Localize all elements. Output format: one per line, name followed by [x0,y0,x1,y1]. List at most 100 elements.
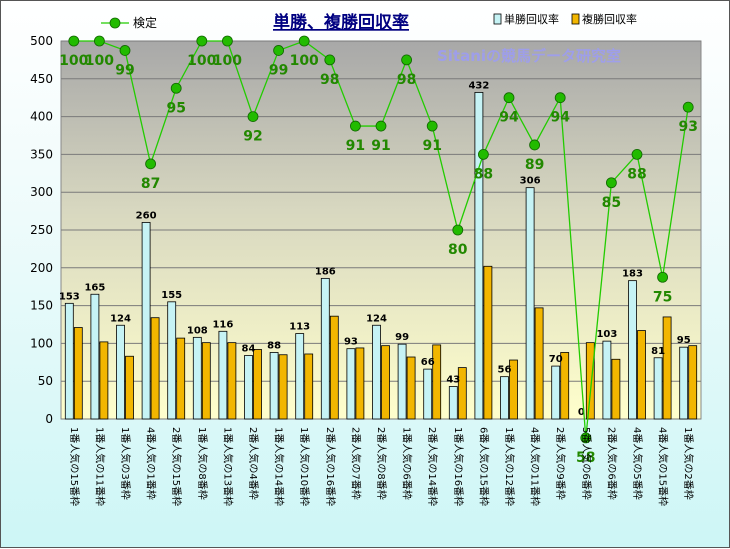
test-value-label: 100 [59,53,88,69]
test-value-label: 93 [678,119,697,135]
place-return-bar [176,337,186,420]
x-tick-label: 2番人気の7番枠 [349,427,362,500]
win-return-bar [295,333,305,420]
legend-point-swatch [109,17,121,29]
x-tick-label: 1番人気の3番枠 [119,427,132,500]
test-point [631,148,643,160]
place-return-bar [201,342,211,420]
place-return-bar [457,367,467,420]
test-point [221,35,233,47]
place-return-bar [611,358,621,420]
win-return-bar [602,340,612,420]
test-point [273,45,285,56]
test-value-label: 98 [397,72,416,88]
x-tick-label: 1番人気の14番枠 [273,427,286,506]
x-tick-label: 1番人気の12番枠 [503,427,516,506]
test-point [196,35,208,47]
y-tick-label: 400 [30,110,53,124]
test-value-label: 91 [346,138,365,154]
test-point [580,432,592,444]
x-tick-label: 2番人気の6番枠 [605,427,618,500]
win-return-bar [653,357,663,420]
win-return-bar [551,365,561,420]
y-tick-label: 300 [30,185,53,199]
place-return-bar [406,356,416,420]
win-return-value-label: 306 [520,176,541,187]
place-return-bar [637,330,646,420]
win-return-bar [500,376,509,420]
place-return-bar [253,349,262,420]
test-point [247,111,259,122]
place-return-bar [125,355,134,420]
test-value-label: 92 [243,129,262,145]
test-point [119,45,131,56]
y-axis-ticks: 0 50 100 150 200 250 300 350 400 450 500 [30,34,53,426]
test-value-label: 75 [653,289,672,305]
place-return-bar [662,316,672,420]
watermark: Sitaniの競馬データ研究室 [437,47,621,65]
win-return-bar [423,368,433,420]
test-point [657,271,668,283]
test-value-label: 88 [627,166,646,182]
x-tick-label: 2番人気の9番枠 [554,427,567,500]
win-return-bar [192,336,202,420]
place-return-bar [227,342,237,420]
win-return-value-label: 153 [59,291,80,302]
win-return-value-label: 113 [289,322,310,333]
x-tick-label: 1番人気の13番枠 [221,427,234,506]
win-return-value-label: 155 [161,290,182,301]
win-return-value-label: 95 [677,335,691,346]
place-return-bar [432,344,442,420]
test-point [554,92,566,104]
legend-label-win: 単勝回収率 [504,12,559,26]
place-return-bar [534,307,544,420]
win-return-value-label: 93 [344,337,358,348]
test-value-label: 58 [576,450,595,466]
chart-title: 単勝、複勝回収率 [273,12,409,33]
place-return-bar [355,347,365,420]
test-value-label: 91 [371,138,390,154]
win-return-bar [167,301,177,420]
y-tick-label: 50 [38,374,53,388]
win-return-bar [525,187,535,420]
legend: 検定 単勝回収率 複勝回収率 [101,12,637,30]
legend-label-place: 複勝回収率 [582,12,637,26]
x-tick-label: 1番人気の11番枠 [93,427,106,506]
win-return-value-label: 70 [549,354,563,365]
test-point [324,54,336,66]
x-tick-label: 2番人気の14番枠 [426,427,439,506]
place-return-bar [329,315,339,420]
test-point [426,120,438,132]
win-return-value-label: 56 [498,365,512,376]
test-point [349,120,361,132]
test-value-label: 100 [213,53,242,69]
x-tick-label: 2番人気の15番枠 [170,427,183,506]
win-return-bar [64,302,74,420]
test-value-label: 99 [269,62,288,78]
win-return-value-label: 124 [110,313,131,324]
x-tick-label: 2番人気の4番枠 [247,427,260,500]
test-point [452,224,464,236]
place-return-bar [304,353,314,420]
test-value-label: 88 [474,166,493,182]
win-return-bar [269,352,279,420]
legend-swatch-place [571,13,580,25]
test-value-label: 89 [525,157,544,173]
test-value-label: 95 [166,100,185,116]
y-tick-label: 150 [30,299,53,313]
x-tick-label: 4番人気の5番枠 [631,427,644,500]
test-point [170,82,182,94]
test-value-label: 94 [550,110,570,126]
win-return-value-label: 432 [468,80,489,91]
x-tick-label: 1番人気の10番枠 [298,427,311,506]
x-tick-label: 5番人気の6番枠 [580,427,593,500]
win-return-bar [679,346,689,420]
win-return-bar [448,386,458,420]
y-tick-label: 350 [30,147,53,161]
test-point [529,139,540,151]
bars [64,92,698,420]
x-tick-label: 1番人気の15番枠 [68,427,81,506]
x-tick-label: 2番人気の16番枠 [324,427,337,506]
win-return-value-label: 108 [187,325,208,336]
